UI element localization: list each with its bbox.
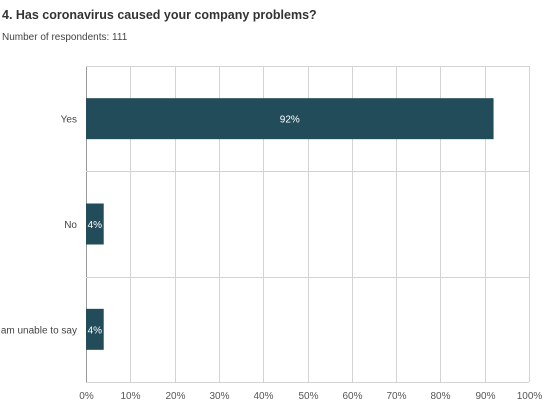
bar-value-label: 4% <box>88 220 103 231</box>
x-tick-label: 60% <box>342 391 362 402</box>
bar <box>86 98 494 140</box>
bar-value-label: 4% <box>88 325 103 336</box>
x-tick-label: 90% <box>475 391 495 402</box>
x-tick-label: 70% <box>386 391 406 402</box>
x-tick-label: 50% <box>298 391 318 402</box>
x-tick-label: 0% <box>79 391 94 402</box>
x-tick-label: 20% <box>165 391 185 402</box>
category-label: No <box>64 220 77 231</box>
bar <box>86 308 104 350</box>
chart-subtitle: Number of respondents: 111 <box>2 32 128 43</box>
x-tick-label: 30% <box>209 391 229 402</box>
bar <box>86 203 104 245</box>
category-label: am unable to say <box>1 325 77 336</box>
category-label: Yes <box>61 115 77 126</box>
x-tick-label: 40% <box>253 391 273 402</box>
y-axis: Yes No am unable to say <box>1 115 78 337</box>
chart-title: 4. Has coronavirus caused your company p… <box>2 8 317 22</box>
x-tick-label: 100% <box>517 391 543 402</box>
bars: 92% 4% 4% <box>86 98 494 350</box>
x-tick-label: 80% <box>430 391 450 402</box>
bar-value-label: 92% <box>280 115 300 126</box>
x-tick-label: 10% <box>120 391 140 402</box>
x-axis: 0% 10% 20% 30% 40% 50% 60% 70% 80% 90% 100% <box>79 391 542 402</box>
